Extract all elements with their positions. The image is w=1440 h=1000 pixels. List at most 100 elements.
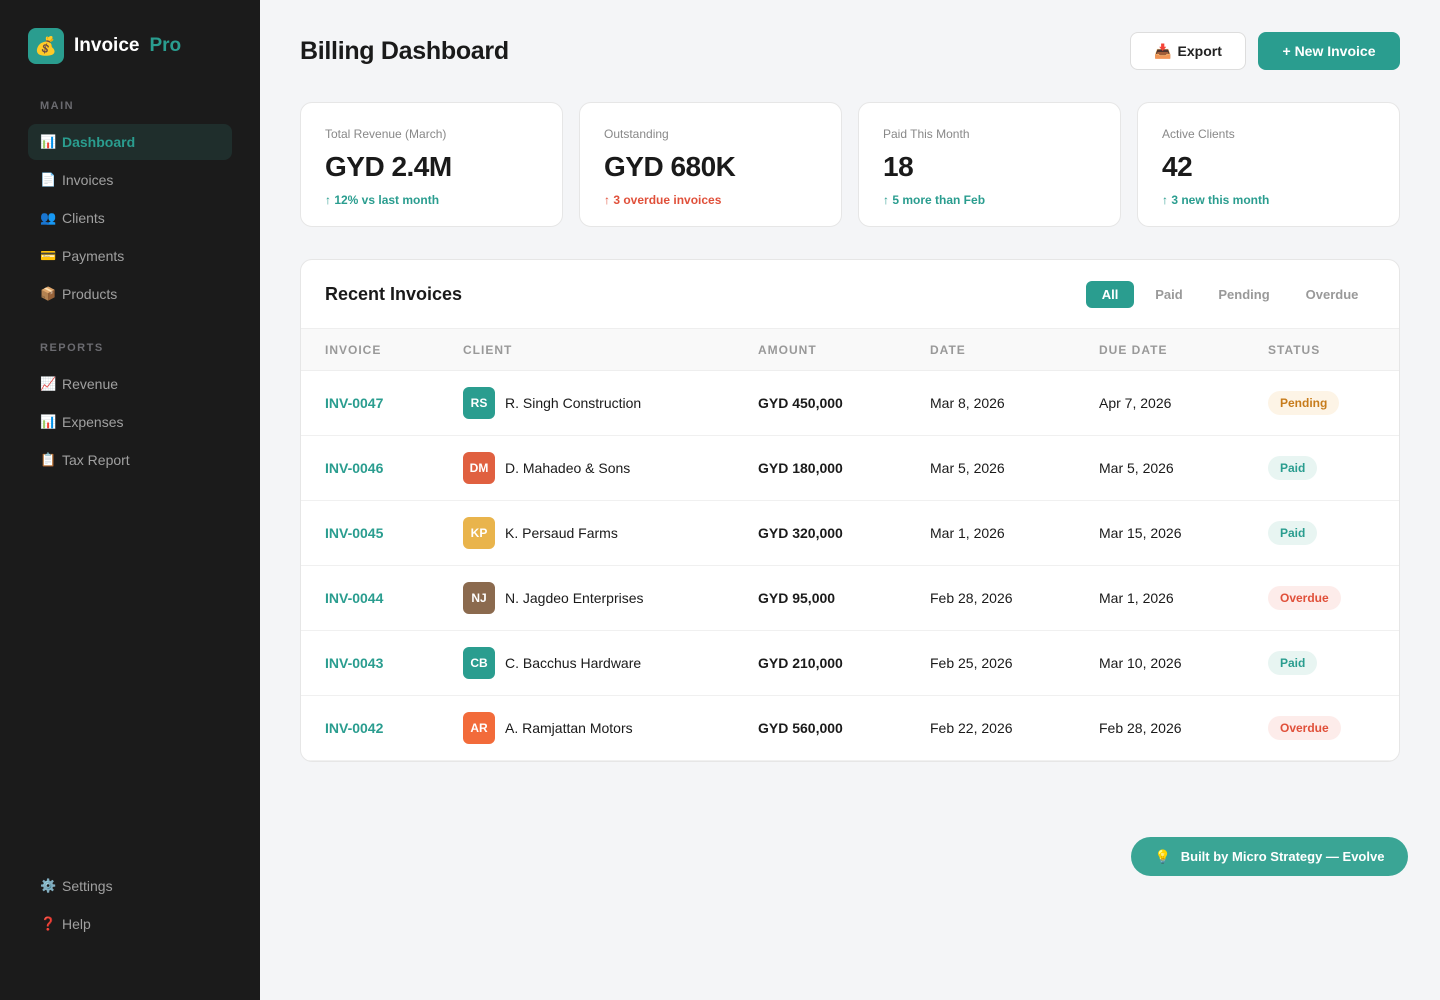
sidebar-item-label: Help: [62, 916, 91, 932]
filter-pending[interactable]: Pending: [1218, 287, 1270, 302]
stat-value: GYD 2.4M: [325, 151, 452, 182]
sidebar-item-products[interactable]: 📦 Products: [28, 276, 232, 312]
sidebar-item-label: Clients: [62, 210, 105, 226]
stat-value: GYD 680K: [604, 151, 736, 182]
money-bag-icon: 💰: [28, 28, 64, 64]
client-name: C. Bacchus Hardware: [505, 655, 642, 671]
sidebar-item-expenses[interactable]: 📊 Expenses: [28, 404, 232, 440]
stat-label: Outstanding: [604, 127, 669, 141]
export-button[interactable]: 📥 Export: [1130, 32, 1246, 70]
col-client: CLIENT: [463, 343, 513, 357]
client-name: R. Singh Construction: [505, 395, 642, 411]
date: Mar 5, 2026: [930, 460, 1005, 476]
status-badge: Paid: [1268, 651, 1318, 675]
sidebar-item-label: Products: [62, 286, 118, 302]
sidebar-item-invoices[interactable]: 📄 Invoices: [28, 162, 232, 198]
due-date: Mar 10, 2026: [1099, 655, 1182, 671]
built-by-badge[interactable]: 💡 Built by Micro Strategy — Evolve: [1131, 837, 1408, 876]
avatar: KP: [463, 517, 495, 549]
avatar: NJ: [463, 582, 495, 614]
built-by-label: Built by Micro Strategy — Evolve: [1180, 849, 1385, 864]
sidebar-item-label: Tax Report: [62, 452, 130, 468]
avatar: AR: [463, 712, 495, 744]
sidebar-item-label: Payments: [62, 248, 125, 264]
client-name: K. Persaud Farms: [505, 525, 618, 541]
invoice-id-link[interactable]: INV-0047: [325, 395, 384, 411]
invoice-id-link[interactable]: INV-0043: [325, 655, 384, 671]
filter-overdue[interactable]: Overdue: [1305, 287, 1359, 302]
avatar: CB: [463, 647, 495, 679]
filter-all[interactable]: All: [1086, 281, 1134, 308]
stat-label: Paid This Month: [883, 127, 970, 141]
sidebar-item-help[interactable]: ❓ Help: [28, 906, 232, 942]
sidebar-item-dashboard[interactable]: 📊 Dashboard: [28, 124, 232, 160]
invoice-id-link[interactable]: INV-0046: [325, 460, 384, 476]
dashboard-icon: 📊: [40, 134, 57, 149]
col-status: STATUS: [1268, 343, 1321, 357]
invoice-id-link[interactable]: INV-0042: [325, 720, 384, 736]
col-date: DATE: [930, 343, 966, 357]
stat-change: ↑ 12% vs last month: [325, 193, 440, 207]
invoices-icon: 📄: [40, 172, 57, 187]
date: Feb 25, 2026: [930, 655, 1013, 671]
new-invoice-button[interactable]: + New Invoice: [1258, 32, 1400, 70]
table-row[interactable]: INV-0045 KP K. Persaud Farms GYD 320,000…: [301, 501, 1399, 566]
payments-icon: 💳: [40, 248, 57, 263]
section-main: MAIN: [40, 100, 75, 112]
avatar: RS: [463, 387, 495, 419]
sidebar-item-payments[interactable]: 💳 Payments: [28, 238, 232, 274]
table-row[interactable]: INV-0042 AR A. Ramjattan Motors GYD 560,…: [301, 696, 1399, 761]
amount: GYD 180,000: [758, 460, 843, 476]
filter-paid[interactable]: Paid: [1155, 287, 1183, 302]
products-icon: 📦: [40, 286, 57, 301]
status-badge: Paid: [1268, 456, 1318, 480]
recent-invoices-panel: Recent Invoices All Paid Pending Overdue IN…: [300, 259, 1400, 762]
amount: GYD 210,000: [758, 655, 843, 671]
amount: GYD 450,000: [758, 395, 843, 411]
client-name: A. Ramjattan Motors: [505, 720, 633, 736]
due-date: Apr 7, 2026: [1099, 395, 1172, 411]
inbox-tray-icon: 📥: [1154, 42, 1172, 59]
status-badge: Overdue: [1268, 716, 1341, 740]
stat-card: Outstanding GYD 680K ↑ 3 overdue invoices: [579, 102, 842, 227]
date: Feb 28, 2026: [930, 590, 1013, 606]
sidebar-item-settings[interactable]: ⚙️ Settings: [28, 868, 232, 904]
sidebar-item-revenue[interactable]: 📈 Revenue: [28, 366, 232, 402]
sidebar-item-label: Expenses: [62, 414, 124, 430]
stat-label: Total Revenue (March): [325, 127, 447, 141]
table-header: INVOICE CLIENT AMOUNT DATE DUE DATE STAT…: [301, 328, 1399, 371]
panel-title: Recent Invoices: [325, 284, 463, 304]
table-row[interactable]: INV-0046 DM D. Mahadeo & Sons GYD 180,00…: [301, 436, 1399, 501]
amount: GYD 95,000: [758, 590, 836, 606]
table-row[interactable]: INV-0047 RS R. Singh Construction GYD 45…: [301, 371, 1399, 436]
date: Mar 1, 2026: [930, 525, 1005, 541]
amount: GYD 320,000: [758, 525, 843, 541]
stat-value: 18: [883, 151, 914, 182]
sidebar-item-clients[interactable]: 👥 Clients: [28, 200, 232, 236]
stat-label: Active Clients: [1162, 127, 1235, 141]
stat-value: 42: [1162, 151, 1193, 182]
avatar: DM: [463, 452, 495, 484]
section-reports: REPORTS: [40, 342, 104, 354]
sidebar-item-tax-report[interactable]: 📋 Tax Report: [28, 442, 232, 478]
due-date: Feb 28, 2026: [1099, 720, 1182, 736]
table-row[interactable]: INV-0043 CB C. Bacchus Hardware GYD 210,…: [301, 631, 1399, 696]
invoice-id-link[interactable]: INV-0045: [325, 525, 384, 541]
status-badge: Overdue: [1268, 586, 1341, 610]
stat-change: ↑ 3 overdue invoices: [604, 193, 722, 207]
status-badge: Pending: [1268, 391, 1340, 415]
date: Mar 8, 2026: [930, 395, 1005, 411]
col-invoice: INVOICE: [325, 343, 382, 357]
page-title: Billing Dashboard: [300, 37, 509, 65]
tax-report-icon: 📋: [40, 452, 57, 467]
sidebar-item-label: Dashboard: [62, 134, 136, 150]
help-icon: ❓: [40, 916, 57, 931]
logo[interactable]: 💰 Invoice Pro: [28, 28, 181, 64]
due-date: Mar 15, 2026: [1099, 525, 1182, 541]
clients-icon: 👥: [40, 210, 57, 225]
invoice-id-link[interactable]: INV-0044: [325, 590, 384, 606]
sidebar: 💰 Invoice Pro MAIN REPORTS 📊 Dashboard 📄 In…: [0, 0, 260, 1000]
col-amount: AMOUNT: [758, 343, 817, 357]
table-row[interactable]: INV-0044 NJ N. Jagdeo Enterprises GYD 95…: [301, 566, 1399, 631]
settings-icon: ⚙️: [40, 878, 57, 893]
